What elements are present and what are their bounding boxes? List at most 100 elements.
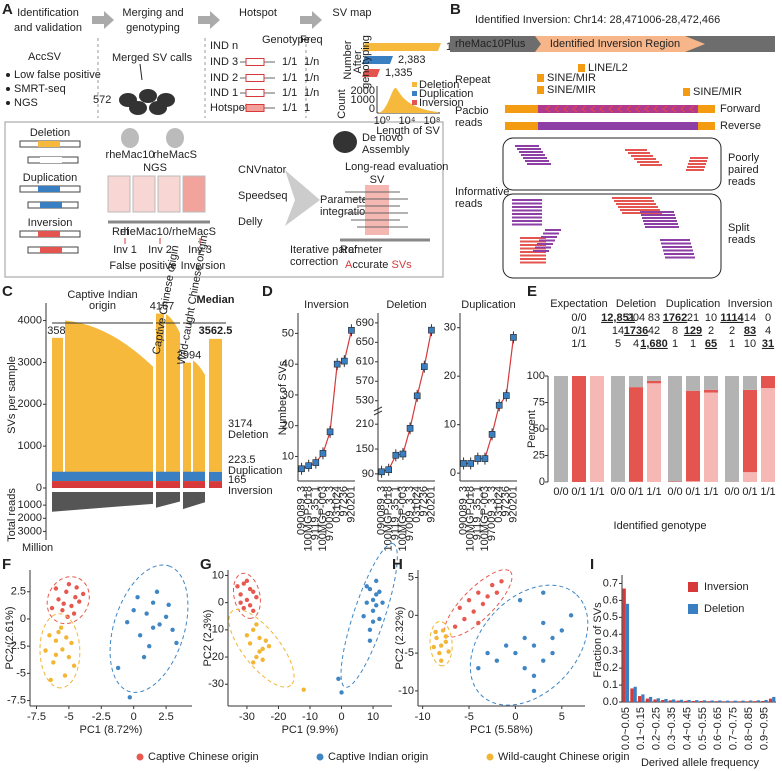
label: PC2 (2.61%) xyxy=(4,607,16,670)
point xyxy=(490,582,495,588)
point xyxy=(471,609,476,614)
point xyxy=(154,589,160,594)
y-tick-label: 5 xyxy=(408,571,414,583)
x-tick-label: 1/1 xyxy=(646,486,661,498)
point xyxy=(446,649,451,654)
sv-box xyxy=(245,58,265,66)
box xyxy=(474,455,482,462)
x-tick-label: 0.0~0.05 xyxy=(620,707,632,750)
point xyxy=(476,666,481,671)
label: PC1 (8.72%) xyxy=(80,724,143,736)
x-tick-label: 0/1 xyxy=(571,486,586,498)
y-tick-label: -20 xyxy=(208,651,224,663)
stack-seg xyxy=(629,387,643,482)
box xyxy=(481,455,489,462)
y-tick-label: 10 xyxy=(444,419,456,431)
point xyxy=(56,597,61,602)
box xyxy=(460,460,467,467)
label: LINE/L2 xyxy=(588,62,628,74)
point xyxy=(370,597,376,603)
label: 1000 xyxy=(351,94,375,106)
subplot-title: Deletion xyxy=(386,299,426,311)
point xyxy=(60,608,65,613)
panel-label: B xyxy=(450,1,461,18)
dup-band xyxy=(52,471,153,482)
point xyxy=(144,611,149,616)
point xyxy=(51,660,56,665)
step-title: Hotspot xyxy=(239,7,277,19)
y-tick-label: -5 xyxy=(404,647,414,659)
bar xyxy=(630,688,634,702)
y-tick-label: 570 xyxy=(356,375,374,387)
point xyxy=(440,628,446,633)
legend-label: Deletion xyxy=(228,429,268,441)
point xyxy=(522,635,527,641)
label: Repeat xyxy=(455,74,490,86)
point xyxy=(141,654,147,660)
step-arrow xyxy=(92,11,114,29)
table-cell: 1114 xyxy=(720,312,744,324)
bullet xyxy=(6,73,10,77)
point xyxy=(64,589,69,594)
label: IND n xyxy=(210,40,238,52)
point xyxy=(49,605,55,611)
table-cell: 1736 xyxy=(624,325,648,337)
panel-label: A xyxy=(2,1,13,18)
x-tick-label: 0.8~0.85 xyxy=(743,707,755,750)
stack-seg xyxy=(704,389,718,393)
point xyxy=(62,673,68,678)
point xyxy=(254,654,259,660)
label: 1/n xyxy=(304,56,319,68)
label: 1/n xyxy=(304,72,319,84)
x-tick-label: -10 xyxy=(415,711,431,723)
y-tick-label: 0 xyxy=(408,609,414,621)
panel-label: E xyxy=(527,283,537,300)
table-cell: 83 xyxy=(648,312,660,324)
point xyxy=(241,581,246,586)
y-tick-label: -2.5 xyxy=(7,640,26,652)
point xyxy=(157,622,162,627)
point xyxy=(541,620,546,626)
label: Poorly paired reads xyxy=(728,152,760,188)
x-tick-label: 031024 xyxy=(411,486,423,523)
point xyxy=(166,602,171,608)
workflow-box xyxy=(4,121,444,278)
reads-area xyxy=(183,492,205,510)
table-cell: 2 xyxy=(708,325,714,337)
x-tick-label: 031024 xyxy=(493,486,505,523)
point xyxy=(438,658,444,663)
box xyxy=(503,392,510,399)
label: Number of SVs xyxy=(277,360,289,435)
pointer xyxy=(139,63,143,81)
point xyxy=(377,589,382,594)
confidence-ellipse xyxy=(39,613,81,689)
legend-label: Captive Indian origin xyxy=(328,751,428,763)
stack-seg xyxy=(629,376,643,388)
point xyxy=(370,619,376,624)
x-tick-label: 090089_3 xyxy=(457,486,469,535)
label: SINE/MIR xyxy=(547,84,596,96)
label: Inversion xyxy=(181,260,226,272)
box xyxy=(406,425,414,432)
box xyxy=(333,360,341,368)
x-tick-label: -20 xyxy=(271,711,287,723)
y-tick-label: 0.7 xyxy=(603,577,618,589)
label: False positive xyxy=(109,260,176,272)
y-tick-label: 20 xyxy=(444,370,456,382)
x-tick-label: 0/1 xyxy=(742,486,757,498)
bar xyxy=(625,603,630,702)
label: rheMac10Plus xyxy=(455,38,526,50)
point xyxy=(257,649,262,654)
bar xyxy=(699,700,703,702)
label: De novo Assembly xyxy=(362,132,410,156)
stack-seg xyxy=(761,376,775,389)
y-tick-label: -30 xyxy=(208,678,224,690)
y-tick-label: 40 xyxy=(282,358,294,370)
panel-label: H xyxy=(392,556,403,573)
arrow-mark xyxy=(590,105,596,113)
dup-band xyxy=(183,471,205,482)
point xyxy=(266,643,272,649)
arrow-mark xyxy=(626,105,632,113)
label: Split reads xyxy=(728,222,756,246)
